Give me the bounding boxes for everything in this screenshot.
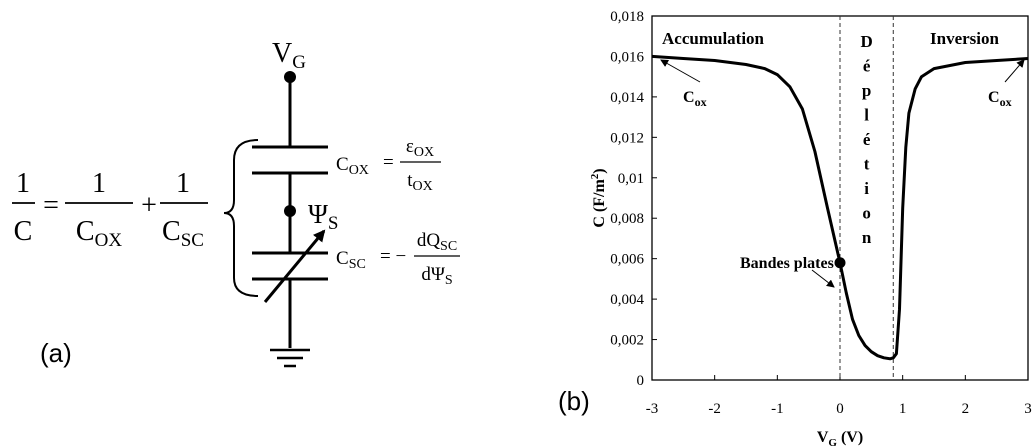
flat-band-point xyxy=(834,257,846,269)
csc-lhs: CSC xyxy=(336,248,366,272)
x-tick-label: 0 xyxy=(836,401,844,417)
depletion-letter: p xyxy=(862,81,871,100)
depletion-letter: é xyxy=(863,130,871,149)
depletion-letter: D xyxy=(860,32,872,51)
flat-band-arrow xyxy=(811,269,835,288)
cox-equals: = xyxy=(383,152,394,173)
panel-a: VG ΨS 1 C = 1 COX xyxy=(12,38,460,368)
eq-one-b: 1 xyxy=(92,168,106,199)
eq-equals: = xyxy=(43,190,59,221)
cox-denominator: tOX xyxy=(407,170,433,194)
y-tick-label: 0,008 xyxy=(610,211,644,227)
eq-one-a: 1 xyxy=(16,168,30,199)
y-axis: 0 0,002 0,004 0,006 0,008 0,01 0,012 0,014 0,016… xyxy=(610,9,657,389)
region-dividers xyxy=(839,16,894,380)
x-axis-title: VG (V) xyxy=(817,429,863,447)
depletion-letter: é xyxy=(863,57,871,76)
cox-left-arrow xyxy=(660,59,701,83)
cox-numerator: εOX xyxy=(406,136,434,160)
brace xyxy=(223,139,259,297)
depletion-letter: l xyxy=(864,106,869,125)
csc-equation: CSC = − dQSC dΨS xyxy=(336,230,460,288)
y-tick-label: 0,006 xyxy=(610,252,644,268)
x-tick-label: -3 xyxy=(646,401,659,417)
y-tick-label: 0,018 xyxy=(610,9,644,25)
surface-node xyxy=(284,205,296,217)
cox-equation: COX = εOX tOX xyxy=(336,136,441,194)
cv-curve-line xyxy=(651,54,1029,361)
variable-arrow xyxy=(263,229,326,303)
y-tick-label: 0,01 xyxy=(618,171,644,187)
psi-label: ΨS xyxy=(308,199,339,234)
eq-plus: + xyxy=(141,190,157,221)
x-axis: -3 -2 -1 0 1 2 3 xyxy=(646,375,1032,417)
depletion-letter: i xyxy=(864,179,869,198)
depletion-letter: t xyxy=(864,155,870,174)
y-axis-title: C (F/m2) xyxy=(589,168,608,227)
accumulation-label: Accumulation xyxy=(662,29,765,48)
cox-right-arrow xyxy=(1004,59,1025,83)
y-tick-label: 0,014 xyxy=(610,90,644,106)
cox-left-label: Cox xyxy=(683,89,707,109)
x-tick-label: 1 xyxy=(899,401,907,417)
panel-b: 0 0,002 0,004 0,006 0,008 0,01 0,012 0,014 0,016… xyxy=(558,9,1032,447)
y-tick-label: 0,002 xyxy=(610,333,644,349)
depletion-letter: o xyxy=(862,204,871,223)
y-tick-label: 0 xyxy=(637,373,645,389)
eq-cox: COX xyxy=(76,216,122,251)
vg-label: VG xyxy=(272,38,306,73)
series-capacitance-equation: 1 C = 1 COX + 1 CSC xyxy=(12,168,208,251)
eq-c: C xyxy=(14,216,33,247)
y-tick-label: 0,016 xyxy=(610,49,644,65)
eq-csc: CSC xyxy=(162,216,204,251)
x-tick-label: 2 xyxy=(962,401,970,417)
x-tick-label: -2 xyxy=(708,401,721,417)
cox-lhs: COX xyxy=(336,154,369,178)
csc-equals: = − xyxy=(380,246,406,267)
y-tick-label: 0,004 xyxy=(610,292,644,308)
x-tick-label: -1 xyxy=(771,401,784,417)
cox-right-label: Cox xyxy=(988,89,1012,109)
csc-numerator: dQSC xyxy=(417,230,457,254)
panel-a-tag: (a) xyxy=(40,338,72,368)
x-tick-label: 3 xyxy=(1024,401,1032,417)
csc-denominator: dΨS xyxy=(421,264,452,288)
flat-band-label: Bandes plates xyxy=(740,255,834,272)
y-tick-label: 0,012 xyxy=(610,130,644,146)
inversion-label: Inversion xyxy=(930,29,1000,48)
ground-icon xyxy=(270,348,310,368)
eq-one-c: 1 xyxy=(176,168,190,199)
depletion-letter: n xyxy=(862,228,872,247)
panel-b-tag: (b) xyxy=(558,386,590,416)
